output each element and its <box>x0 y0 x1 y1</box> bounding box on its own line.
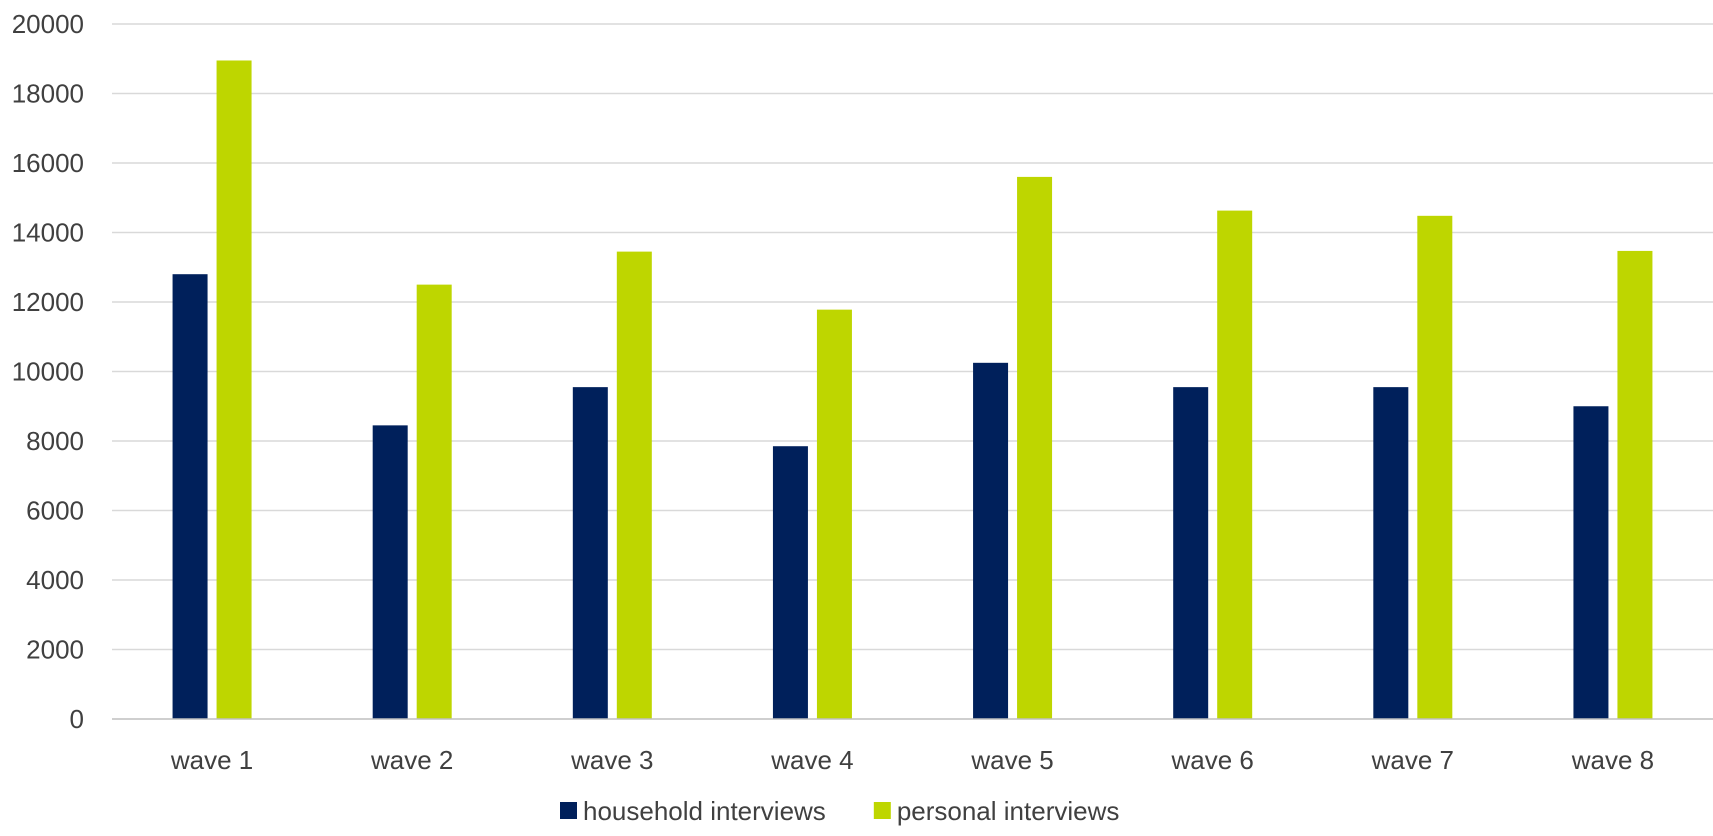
bar-household-interviews <box>973 362 1009 719</box>
x-tick-label: wave 3 <box>570 745 653 775</box>
y-tick-label: 14000 <box>12 218 84 248</box>
bar-personal-interviews <box>416 284 452 719</box>
bar-personal-interviews <box>616 251 652 720</box>
bar-household-interviews <box>372 425 408 719</box>
y-axis-tick-labels: 0 2000 4000 6000 8000 10000 12000 14000 16000 180… <box>12 9 84 734</box>
y-tick-label: 8000 <box>26 426 84 456</box>
bar-household-interviews <box>772 446 808 719</box>
y-tick-label: 6000 <box>26 496 84 526</box>
x-tick-label: wave 6 <box>1170 745 1253 775</box>
y-tick-label: 2000 <box>26 635 84 665</box>
x-tick-label: wave 5 <box>970 745 1053 775</box>
legend-label: personal interviews <box>897 796 1120 826</box>
legend-swatch <box>873 802 891 819</box>
bar-household-interviews <box>1173 387 1209 719</box>
y-tick-label: 16000 <box>12 148 84 178</box>
legend-swatch <box>560 802 577 819</box>
legend: household interviews personal interviews <box>560 796 1119 826</box>
x-tick-label: wave 4 <box>770 745 853 775</box>
x-tick-label: wave 7 <box>1371 745 1454 775</box>
legend-label: household interviews <box>583 796 826 826</box>
x-tick-label: wave 2 <box>370 745 453 775</box>
bar-personal-interviews <box>1617 250 1653 720</box>
bars <box>172 60 1653 720</box>
y-tick-label: 0 <box>70 704 84 734</box>
y-tick-label: 20000 <box>12 9 84 39</box>
y-tick-label: 18000 <box>12 79 84 109</box>
bar-household-interviews <box>1573 406 1609 719</box>
bar-household-interviews <box>172 274 208 719</box>
x-tick-label: wave 1 <box>170 745 253 775</box>
y-tick-label: 12000 <box>12 287 84 317</box>
y-tick-label: 4000 <box>26 565 84 595</box>
gridlines <box>112 23 1713 651</box>
bar-personal-interviews <box>1417 215 1453 719</box>
bar-household-interviews <box>572 387 608 719</box>
bar-personal-interviews <box>1017 176 1053 719</box>
x-axis-tick-labels: wave 1 wave 2 wave 3 wave 4 wave 5 wave 6 wave… <box>170 745 1654 775</box>
bar-personal-interviews <box>1217 210 1253 720</box>
bar-household-interviews <box>1373 387 1409 719</box>
bar-personal-interviews <box>216 60 252 720</box>
x-tick-label: wave 8 <box>1571 745 1654 775</box>
bar-personal-interviews <box>816 309 852 719</box>
y-tick-label: 10000 <box>12 357 84 387</box>
